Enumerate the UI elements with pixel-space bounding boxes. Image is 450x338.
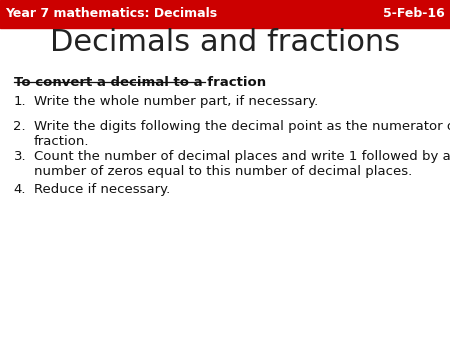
Text: 2.: 2. — [14, 120, 26, 133]
Text: 3.: 3. — [14, 150, 26, 163]
Text: Write the digits following the decimal point as the numerator of a
fraction.: Write the digits following the decimal p… — [34, 120, 450, 148]
Text: Year 7 mathematics: Decimals: Year 7 mathematics: Decimals — [5, 7, 217, 20]
Text: Reduce if necessary.: Reduce if necessary. — [34, 183, 170, 196]
Text: Write the whole number part, if necessary.: Write the whole number part, if necessar… — [34, 95, 318, 107]
Text: 5-Feb-16: 5-Feb-16 — [383, 7, 445, 20]
Text: Count the number of decimal places and write 1 followed by a
number of zeros equ: Count the number of decimal places and w… — [34, 150, 450, 178]
Text: Decimals and fractions: Decimals and fractions — [50, 28, 400, 57]
Text: To convert a decimal to a fraction: To convert a decimal to a fraction — [14, 76, 266, 89]
Text: 1.: 1. — [14, 95, 26, 107]
Text: 4.: 4. — [14, 183, 26, 196]
